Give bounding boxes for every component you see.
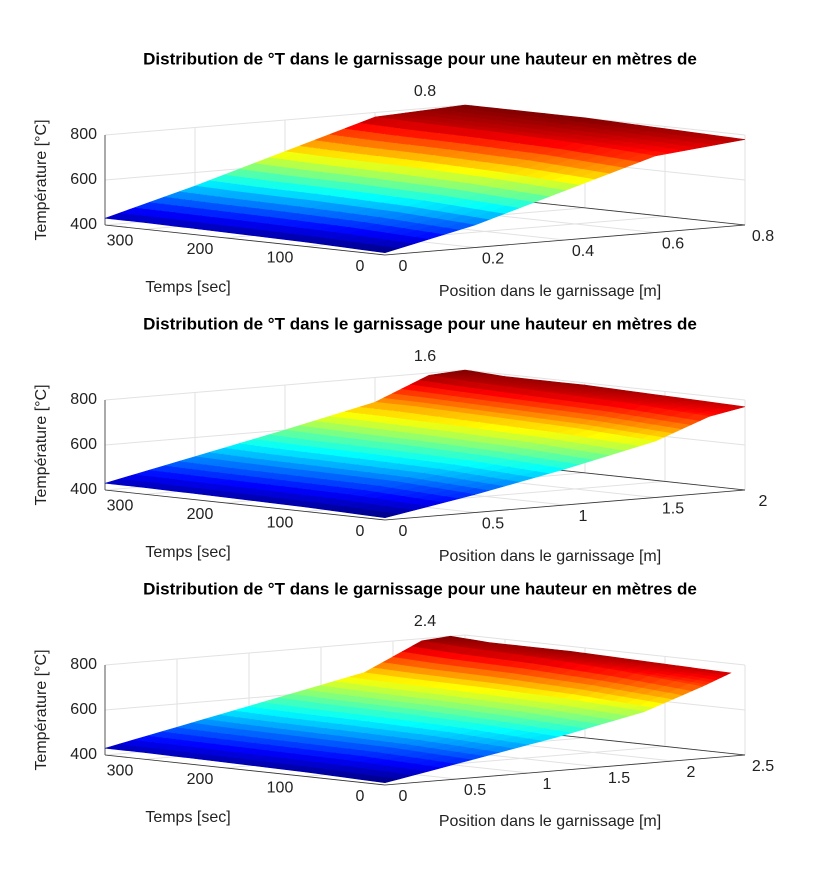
- axis-line: [384, 489, 746, 521]
- z-tick-label: 400: [70, 216, 97, 233]
- axis-line: [104, 754, 386, 786]
- z-tick-label: 800: [70, 656, 97, 673]
- chart-subtitle: 1.6: [414, 348, 436, 365]
- y-tick-label: 100: [267, 515, 294, 532]
- grid-line: [464, 369, 746, 401]
- surface-patch: [626, 438, 656, 447]
- x-tick-label: 0.2: [482, 251, 504, 268]
- x-tick-label: 0: [399, 523, 408, 540]
- y-tick-label: 200: [187, 241, 214, 258]
- grid-line: [104, 634, 466, 666]
- grid-line: [104, 369, 466, 401]
- y-axis-label: Temps [sec]: [145, 544, 230, 561]
- surface-patch: [535, 188, 567, 197]
- grid-line: [464, 634, 746, 666]
- chart-title: Distribution de °T dans le garnissage po…: [143, 49, 697, 68]
- x-tick-label: 0.8: [752, 228, 774, 245]
- z-tick-label: 800: [70, 391, 97, 408]
- x-tick-label: 1: [579, 508, 588, 525]
- chart-title: Distribution de °T dans le garnissage po…: [143, 314, 697, 333]
- x-tick-label: 0.6: [662, 236, 684, 253]
- surface-patch: [711, 670, 732, 676]
- z-axis-label: Température [°C]: [33, 119, 50, 240]
- surface-plot: 0 0.2 0.4 0.6 0.8 0 100 200 300 400 600 800 Distribu…: [33, 49, 774, 300]
- x-axis-label: Position dans le garnissage [m]: [439, 283, 661, 300]
- y-tick-label: 0: [356, 523, 365, 540]
- chart-title: Distribution de °T dans le garnissage po…: [143, 579, 697, 598]
- z-tick-label: 600: [70, 436, 97, 453]
- x-tick-label: 0: [399, 788, 408, 805]
- surface-patch: [725, 404, 746, 409]
- surface-patch: [716, 137, 746, 143]
- z-tick-label: 600: [70, 701, 97, 718]
- surface-patch: [446, 492, 476, 499]
- z-axis-label: Température [°C]: [33, 384, 50, 505]
- y-tick-label: 300: [107, 233, 134, 250]
- surface-patch: [536, 466, 566, 474]
- y-tick-label: 100: [267, 250, 294, 267]
- z-axis-label: Température [°C]: [33, 649, 50, 770]
- z-tick-label: 600: [70, 171, 97, 188]
- surface-patch: [446, 222, 476, 230]
- z-tick-label: 400: [70, 746, 97, 763]
- y-tick-label: 300: [107, 763, 134, 780]
- y-tick-label: 200: [187, 506, 214, 523]
- surface-patch: [443, 757, 472, 764]
- axis-line: [104, 224, 386, 256]
- x-tick-label: 1.5: [608, 770, 630, 787]
- grid-line: [104, 104, 466, 136]
- y-axis-label: Temps [sec]: [145, 809, 230, 826]
- chart-subtitle: 0.8: [414, 83, 436, 100]
- surface-patch: [685, 414, 711, 421]
- surface-plot: 0 0.5 1 1.5 2 0 100 200 300 400 600 800 Distribution…: [33, 314, 767, 565]
- axis-line: [384, 224, 746, 256]
- x-tick-label: 1.5: [662, 501, 684, 518]
- y-tick-label: 100: [267, 780, 294, 797]
- x-axis-label: Position dans le garnissage [m]: [439, 813, 661, 830]
- surface-patch: [529, 734, 558, 741]
- y-tick-label: 0: [356, 788, 365, 805]
- x-tick-label: 0.4: [572, 243, 594, 260]
- surface-plot: 0 0.5 1 1.5 2 2.5 0 100 200 300 400 600 800 Distribut…: [33, 579, 774, 830]
- x-tick-label: 2.5: [752, 758, 774, 775]
- y-tick-label: 0: [356, 258, 365, 275]
- y-tick-label: 200: [187, 771, 214, 788]
- y-tick-label: 300: [107, 498, 134, 515]
- surface-patch: [625, 153, 657, 163]
- x-tick-label: 0: [399, 258, 408, 275]
- surface-patch: [677, 683, 703, 692]
- x-tick-label: 0.5: [482, 516, 504, 533]
- chart-subtitle: 2.4: [414, 613, 436, 630]
- z-tick-label: 400: [70, 481, 97, 498]
- x-axis-label: Position dans le garnissage [m]: [439, 548, 661, 565]
- y-axis-label: Temps [sec]: [145, 279, 230, 296]
- axis-line: [384, 754, 746, 786]
- x-tick-label: 2: [687, 764, 696, 781]
- z-tick-label: 800: [70, 126, 97, 143]
- x-tick-label: 0.5: [464, 782, 486, 799]
- axis-line: [104, 489, 386, 521]
- x-tick-label: 1: [543, 776, 552, 793]
- surface-patch: [616, 709, 645, 717]
- x-tick-label: 2: [759, 493, 768, 510]
